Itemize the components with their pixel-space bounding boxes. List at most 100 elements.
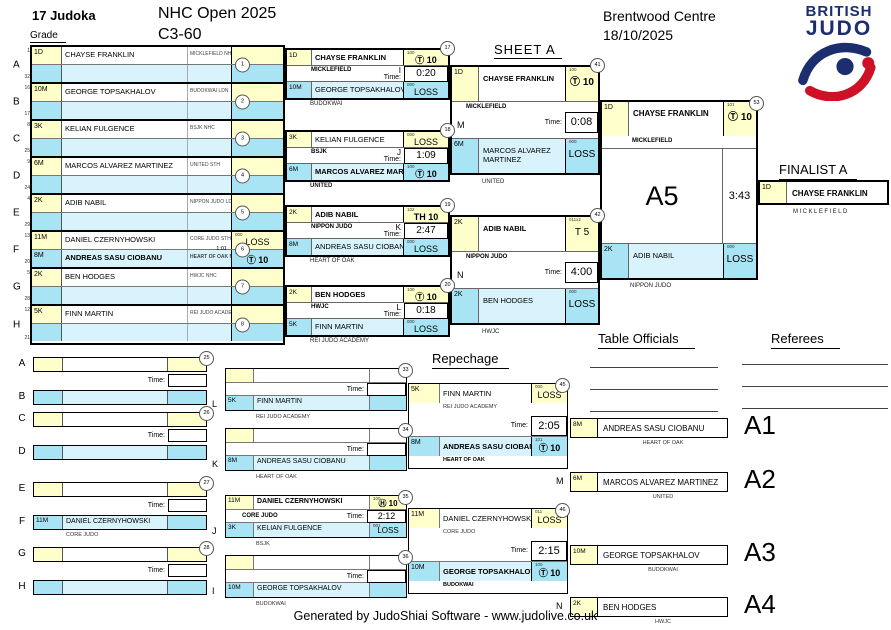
result-box: 2K BEN HODGES (570, 597, 728, 617)
final-box: 1D CHAYSE FRANKLIN 101 Ⓣ 10 MICKLEFIELD A5 3… (600, 100, 758, 280)
seed-number: 24 (24, 185, 30, 191)
match-number: 53 (749, 96, 764, 111)
score-value: Ⓣ 10 (246, 255, 269, 265)
sheet-label: SHEET A (494, 42, 562, 59)
grade-chip: 2K (570, 597, 598, 617)
club-name: CORE JUDO (66, 532, 99, 538)
category-title: C3-60 (158, 26, 202, 43)
club-name: MICKLEFIELD (602, 136, 756, 149)
final-time: 3:43 (722, 149, 756, 243)
grade-chip: 5K (32, 306, 62, 323)
placement-label: A1 (744, 410, 776, 440)
match-letter: I (212, 586, 215, 596)
club-name: REI JUDO ACADEMY (443, 404, 498, 410)
main-bracket: A 1 32 1D CHAYSE FRANKLIN MICKLEFIELD NHC … (13, 45, 285, 345)
row-letter: B (18, 391, 26, 402)
row-letter: E (13, 207, 20, 218)
time-label: Time: (383, 73, 401, 81)
club-name: NIPPON JUDO (311, 224, 353, 230)
time-box: 2:05 (531, 415, 567, 436)
grade-chip: 6M (570, 472, 598, 492)
competitor-name: ADIB NABIL (633, 251, 675, 260)
club-name: NIPPON JUDO (466, 254, 508, 260)
grade-chip: 2K (452, 217, 479, 251)
competitor-name: CHAYSE FRANKLIN (483, 74, 554, 83)
grade-chip: 11M (409, 509, 440, 528)
placement-label: A4 (744, 589, 776, 619)
competitor-name: FINN MARTIN (443, 389, 492, 398)
time-box: 2:12 (367, 509, 406, 523)
row-letter: E (18, 483, 26, 494)
seed-number: 13 (24, 233, 30, 239)
grade-chip: 11M (226, 496, 254, 509)
club-name: MICKLEFIELD (466, 104, 507, 110)
grade-chip: 8M (570, 418, 598, 438)
match-number: 7 (235, 279, 250, 294)
match-box-l: 2K BEN HODGES 100 Ⓣ 10 HWJC L Time: 0:18 5K FIN… (285, 285, 450, 337)
grade-chip: 1D (760, 182, 787, 203)
grade-chip: 8M (32, 250, 62, 267)
logo-text: BRITISH (805, 3, 873, 20)
repechage-label: Repechage (432, 351, 509, 369)
competitor-name: ANDREAS SASU CIOBANU (65, 253, 163, 262)
rep-slot (33, 357, 207, 372)
seed-number: 1 (27, 48, 30, 54)
row-letter: D (13, 170, 21, 181)
score-cell: 000 LOSS (565, 139, 598, 173)
match-number: 18 (440, 123, 455, 138)
competitor-name: ADIB NABIL (483, 224, 527, 233)
time-box: 4:00 (565, 262, 598, 283)
match-box-k: 2K ADIB NABIL 102 TH 10 NIPPON JUDO K Time: 2:… (285, 205, 450, 257)
competitor-name: CHAYSE FRANKLIN (633, 109, 709, 118)
match-number: 28 (199, 541, 214, 556)
grade-chip: 3K (287, 132, 312, 147)
score-cell: 011x2 T 5 (565, 217, 598, 251)
row-letter: F (18, 516, 26, 527)
row-letter: D (18, 446, 26, 457)
rep-slot (33, 482, 207, 497)
grade-chip: 6M (32, 158, 62, 175)
competitor-name: BEN HODGES (598, 597, 728, 617)
grade-chip: 6M (287, 164, 312, 180)
match-number: 5 (235, 205, 250, 220)
time-label: Time: (147, 377, 165, 384)
match-letter: M (556, 476, 564, 486)
semifinal-box-m: 1D CHAYSE FRANKLIN 100 Ⓣ 10 MICKLEFIELD M Tim… (450, 65, 600, 175)
placement-label: A2 (744, 464, 776, 494)
match-number: 25 (199, 351, 214, 366)
seed-number: 4 (27, 196, 30, 202)
british-judo-logo: BRITISH JUDO (793, 4, 885, 106)
score-cell: 100 Ⓗ 10 (369, 496, 406, 509)
time-label: Time: (544, 269, 562, 276)
grade-chip (32, 65, 62, 82)
signature-line (742, 364, 888, 365)
signature-line (590, 367, 718, 368)
club-name: CORE JUDO (443, 529, 476, 535)
grade-chip: 3K (226, 523, 254, 537)
club-name: UNITED STH (187, 158, 231, 175)
grade-chip: 10M (409, 562, 440, 581)
match-number: 27 (199, 476, 214, 491)
seed-number: 32 (24, 74, 30, 80)
row-letter: A (18, 358, 26, 369)
time-box (367, 382, 406, 396)
club-name: UNITED (652, 494, 674, 500)
seed-number: 28 (24, 296, 30, 302)
club-name: NIPPON JUDO (630, 283, 672, 289)
placement-label: A3 (744, 537, 776, 567)
grade-chip: 8M (287, 239, 312, 255)
club-name: HWJC NHC (187, 269, 231, 286)
club-name: BUDOKWAI (310, 101, 343, 107)
referees-label: Referees (771, 331, 840, 349)
judoka-count: 17 Judoka (32, 8, 96, 23)
row-letter: B (13, 96, 20, 107)
signature-line (742, 386, 888, 387)
seed-number: 5 (27, 270, 30, 276)
match-number: 41 (590, 58, 605, 73)
competitor-name: ANDREAS SASU CIOBANU (598, 418, 728, 438)
competitor-name: BEN HODGES (315, 290, 366, 299)
score-value: LOSS (245, 237, 270, 247)
seed-number: 9 (27, 159, 30, 165)
